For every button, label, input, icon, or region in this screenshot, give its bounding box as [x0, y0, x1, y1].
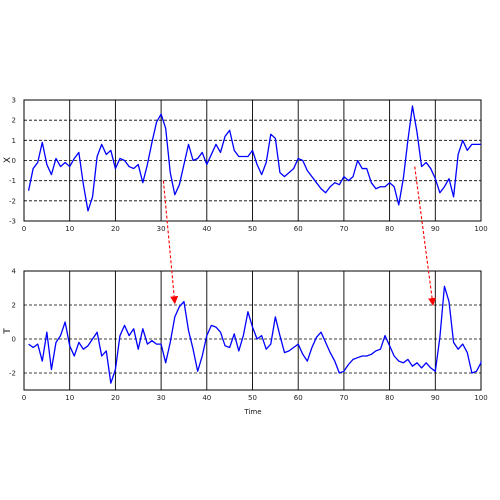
x-tick-label-top: 50 — [248, 225, 257, 233]
x-tick-label-top: 100 — [474, 225, 487, 233]
x-tick-label-bottom: 20 — [111, 394, 120, 402]
x-tick-label-top: 0 — [22, 225, 26, 233]
x-tick-label-top: 20 — [111, 225, 120, 233]
x-tick-label-top: 90 — [431, 225, 440, 233]
x-tick-label-top: 80 — [385, 225, 394, 233]
x-tick-label-top: 60 — [294, 225, 303, 233]
chart-panel-top: 0 10 20 30 40 50 60 70 80 90 100 -3 -2 -1 0 1 2 3 X — [3, 97, 488, 234]
chart-panel-bottom: 0 10 20 30 40 50 60 70 80 90 100 -2 0 2 4 T Time — [3, 268, 488, 417]
annotation-arrows — [162, 166, 437, 306]
annotation-arrow-2 — [414, 166, 437, 306]
x-tick-label-top: 70 — [339, 225, 348, 233]
y-axis-label-top: X — [3, 157, 13, 163]
y-axis-label-bottom: T — [3, 328, 13, 335]
y-tick-label-top: -3 — [9, 218, 16, 226]
series-group-top — [27, 105, 481, 212]
x-tick-label-bottom: 40 — [202, 394, 211, 402]
y-tick-label-bottom: 0 — [12, 336, 16, 344]
x-tick-label-bottom: 30 — [157, 394, 166, 402]
grid-top — [24, 100, 481, 221]
x-tick-label-bottom: 80 — [385, 394, 394, 402]
x-tick-label-bottom: 0 — [22, 394, 26, 402]
x-ticks-top: 0 10 20 30 40 50 60 70 80 90 100 — [22, 225, 488, 233]
x-tick-label-bottom: 90 — [431, 394, 440, 402]
x-axis-label-bottom: Time — [243, 408, 261, 416]
y-tick-label-top: -1 — [9, 177, 16, 185]
x-ticks-bottom: 0 10 20 30 40 50 60 70 80 90 100 — [22, 394, 488, 402]
x-tick-label-bottom: 50 — [248, 394, 257, 402]
x-tick-label-bottom: 60 — [294, 394, 303, 402]
y-tick-label-bottom: 4 — [12, 268, 17, 276]
y-tick-label-top: 1 — [12, 137, 16, 145]
y-ticks-top: -3 -2 -1 0 1 2 3 — [9, 97, 16, 226]
x-tick-label-bottom: 10 — [65, 394, 74, 402]
y-tick-label-top: -2 — [9, 197, 16, 205]
annotation-arrow-1 — [162, 180, 179, 305]
x-tick-label-bottom: 100 — [474, 394, 487, 402]
x-tick-label-top: 40 — [202, 225, 211, 233]
y-tick-label-top: 3 — [12, 97, 16, 105]
y-tick-label-top: 0 — [12, 157, 16, 165]
series-line-top — [27, 105, 481, 212]
x-tick-label-top: 30 — [157, 225, 166, 233]
x-tick-label-top: 10 — [65, 225, 74, 233]
y-tick-label-bottom: 2 — [12, 302, 16, 310]
y-ticks-bottom: -2 0 2 4 — [9, 268, 17, 378]
y-tick-label-bottom: -2 — [9, 370, 16, 378]
series-group-bottom — [28, 285, 482, 384]
y-tick-label-top: 2 — [12, 117, 16, 125]
x-tick-label-bottom: 70 — [339, 394, 348, 402]
series-line-bottom — [28, 285, 482, 384]
